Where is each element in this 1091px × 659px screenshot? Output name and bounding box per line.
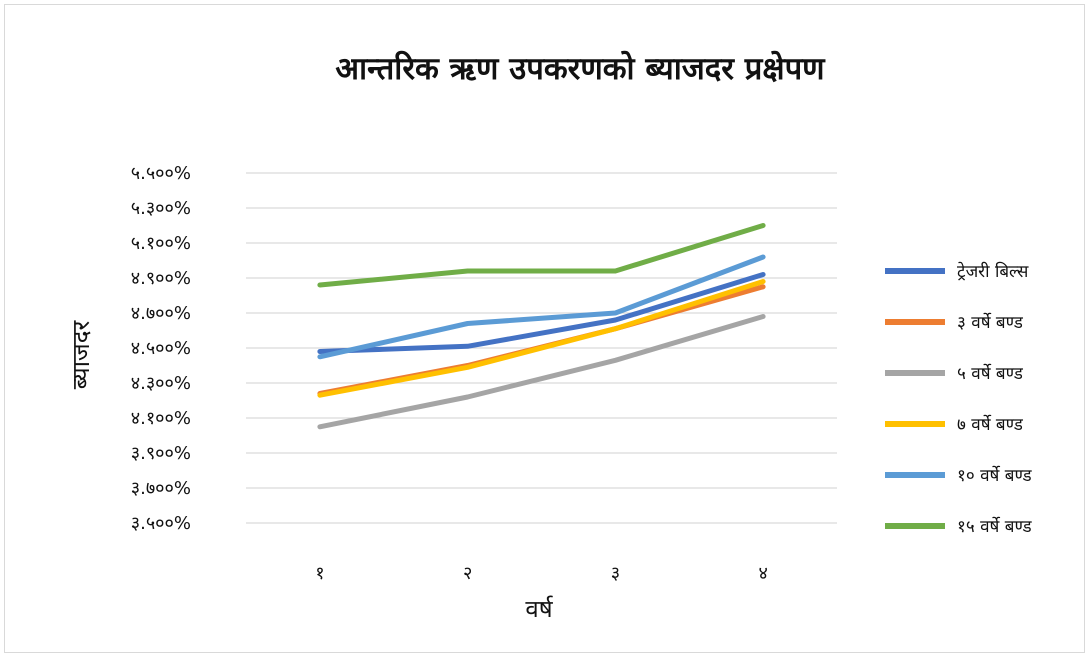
legend-label: १५ वर्षे बण्ड <box>957 516 1033 537</box>
legend-label: ५ वर्षे बण्ड <box>957 363 1024 384</box>
series-line-1 <box>317 272 766 354</box>
series-line-3 <box>317 314 766 430</box>
line-chart: आन्तरिक ऋण उपकरणको ब्याजदर प्रक्षेपण ५.५… <box>67 50 1033 623</box>
y-tick-label: ५.३००% <box>131 198 191 219</box>
y-tick-label: ३.९००% <box>131 443 191 464</box>
legend-label: ट्रेजरी बिल्स <box>957 261 1029 282</box>
chart-frame: आन्तरिक ऋण उपकरणको ब्याजदर प्रक्षेपण ५.५… <box>4 4 1085 653</box>
legend-label: ७ वर्षे बण्ड <box>957 414 1024 435</box>
series-line-6 <box>317 223 766 288</box>
x-tick-label: ४ <box>758 563 767 584</box>
legend-label: १० वर्षे बण्ड <box>957 465 1033 486</box>
y-tick-label: ३.५००% <box>131 513 191 534</box>
chart-title: आन्तरिक ऋण उपकरणको ब्याजदर प्रक्षेपण <box>335 50 826 87</box>
y-tick-label: ४.५००% <box>131 338 191 359</box>
y-axis-title: ब्याजदर <box>67 320 95 390</box>
x-tick-label: १ <box>315 563 324 584</box>
legend-label: ३ वर्षे बण्ड <box>957 312 1024 333</box>
y-tick-label: ५.५००% <box>131 163 191 184</box>
y-tick-label: ४.१००% <box>131 408 191 429</box>
series-line-5 <box>317 254 766 360</box>
y-tick-label: ४.७००% <box>131 303 191 324</box>
y-tick-label: ४.९००% <box>131 268 191 289</box>
legend: ट्रेजरी बिल्स ३ वर्षे बण्ड ५ वर्षे बण्ड ७ व… <box>885 261 1033 537</box>
x-axis-title: वर्ष <box>525 595 553 623</box>
y-tick-label: ४.३००% <box>131 373 191 394</box>
y-tick-label: ५.१००% <box>131 233 191 254</box>
series-line-4 <box>317 279 766 398</box>
x-tick-label: २ <box>463 563 472 584</box>
series-lines <box>317 223 766 430</box>
x-axis-tick-labels: १ २ ३ ४ <box>315 563 768 584</box>
x-tick-label: ३ <box>611 563 620 584</box>
y-tick-label: ३.७००% <box>131 478 191 499</box>
y-axis-tick-labels: ५.५००% ५.३००% ५.१००% ४.९००% ४.७००% ४.५००% ४.३०… <box>131 163 191 534</box>
